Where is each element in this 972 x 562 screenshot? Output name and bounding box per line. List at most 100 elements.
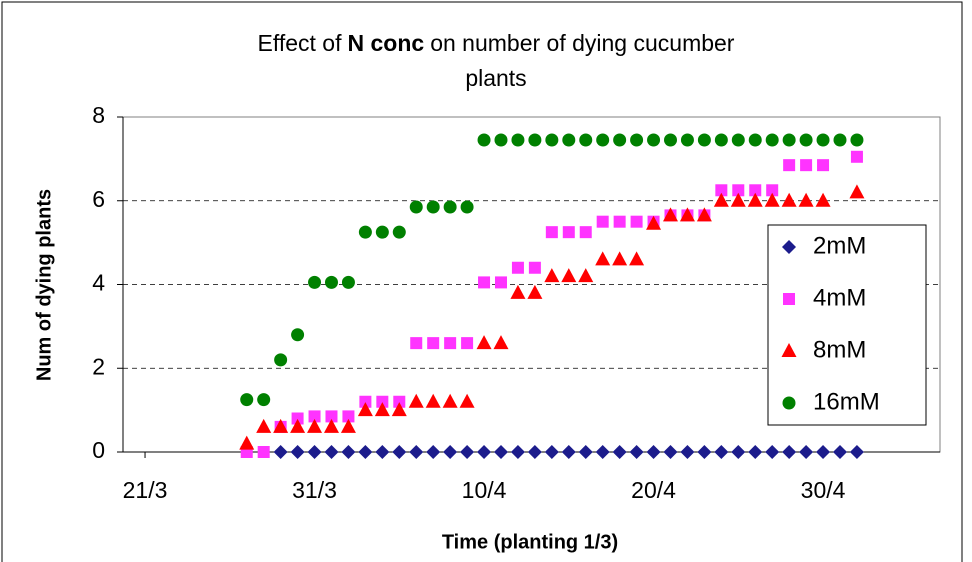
title-part: on number of dying cucumber <box>430 30 735 56</box>
data-point <box>511 261 524 274</box>
data-point <box>476 335 492 350</box>
data-point <box>342 410 355 423</box>
data-point <box>308 410 321 423</box>
data-point <box>764 192 780 207</box>
legend-label: 16mM <box>813 388 880 415</box>
data-point <box>274 353 288 367</box>
data-point <box>849 445 864 459</box>
chart-title: Effect of N conc on number of dying cucumb… <box>258 30 735 56</box>
data-point <box>833 133 847 147</box>
y-tick-label: 2 <box>92 353 105 379</box>
data-point <box>613 215 626 228</box>
y-axis-label: Num of dying plants <box>33 189 55 381</box>
data-point <box>544 445 559 459</box>
data-point <box>323 418 339 433</box>
data-point <box>239 435 255 450</box>
data-point <box>393 395 406 408</box>
data-point <box>817 159 830 172</box>
data-point <box>662 207 678 222</box>
data-point <box>850 133 864 147</box>
legend-label: 4mM <box>813 284 866 311</box>
data-point <box>409 445 424 459</box>
data-point <box>392 225 406 239</box>
data-point <box>646 215 662 230</box>
chart-title: plants <box>465 65 526 91</box>
data-point <box>528 133 542 147</box>
data-point <box>578 445 593 459</box>
data-point <box>307 418 323 433</box>
data-point <box>612 445 627 459</box>
data-point <box>257 446 270 458</box>
data-point <box>510 284 526 299</box>
data-point <box>731 133 745 147</box>
data-point <box>307 445 322 459</box>
data-point <box>359 395 372 408</box>
y-tick-label: 8 <box>92 102 105 128</box>
data-point <box>766 184 779 197</box>
data-point <box>680 133 694 147</box>
data-point <box>630 215 643 228</box>
data-point <box>595 445 610 459</box>
data-point <box>493 445 508 459</box>
data-point <box>714 133 728 147</box>
data-point <box>544 268 560 283</box>
data-point <box>849 184 865 199</box>
data-point <box>730 192 746 207</box>
data-point <box>341 275 355 289</box>
data-point <box>798 192 814 207</box>
data-point <box>527 284 543 299</box>
data-point <box>375 225 389 239</box>
data-point <box>290 445 305 459</box>
x-tick-label: 20/4 <box>631 477 676 503</box>
data-point <box>240 393 254 407</box>
data-point <box>442 393 458 408</box>
title-part: Effect of <box>258 30 343 56</box>
data-point <box>629 445 644 459</box>
data-point <box>341 445 356 459</box>
data-point <box>256 418 272 433</box>
data-point <box>494 133 508 147</box>
data-point <box>595 251 611 266</box>
data-point <box>290 418 306 433</box>
data-point <box>748 133 762 147</box>
data-point <box>545 226 558 239</box>
legend-marker <box>782 240 796 254</box>
data-point <box>561 445 576 459</box>
data-point <box>374 402 390 417</box>
data-point <box>747 192 763 207</box>
data-point <box>697 445 712 459</box>
data-point <box>443 445 458 459</box>
data-point <box>816 445 831 459</box>
data-point <box>596 215 609 228</box>
data-point <box>799 133 813 147</box>
data-point <box>579 226 592 239</box>
data-point <box>663 133 677 147</box>
data-point <box>679 207 695 222</box>
data-point <box>562 226 575 239</box>
y-tick-label: 4 <box>92 270 105 296</box>
data-point <box>781 192 797 207</box>
legend-marker <box>782 396 796 410</box>
data-point <box>459 393 475 408</box>
data-point <box>749 184 762 197</box>
data-point <box>477 133 491 147</box>
data-point <box>697 133 711 147</box>
data-point <box>443 200 457 214</box>
x-tick-label: 31/3 <box>292 477 337 503</box>
data-point <box>425 393 441 408</box>
data-point <box>527 445 542 459</box>
data-point <box>561 268 577 283</box>
data-point <box>596 133 610 147</box>
data-point <box>613 133 627 147</box>
data-point <box>494 276 507 289</box>
data-point <box>461 337 474 350</box>
y-tick-label: 6 <box>92 186 105 212</box>
y-tick-label: 0 <box>92 437 105 463</box>
data-point <box>680 445 695 459</box>
data-point <box>460 200 474 214</box>
data-point <box>493 335 509 350</box>
legend-box <box>767 224 927 426</box>
legend-marker <box>783 293 795 305</box>
data-point <box>444 337 457 350</box>
